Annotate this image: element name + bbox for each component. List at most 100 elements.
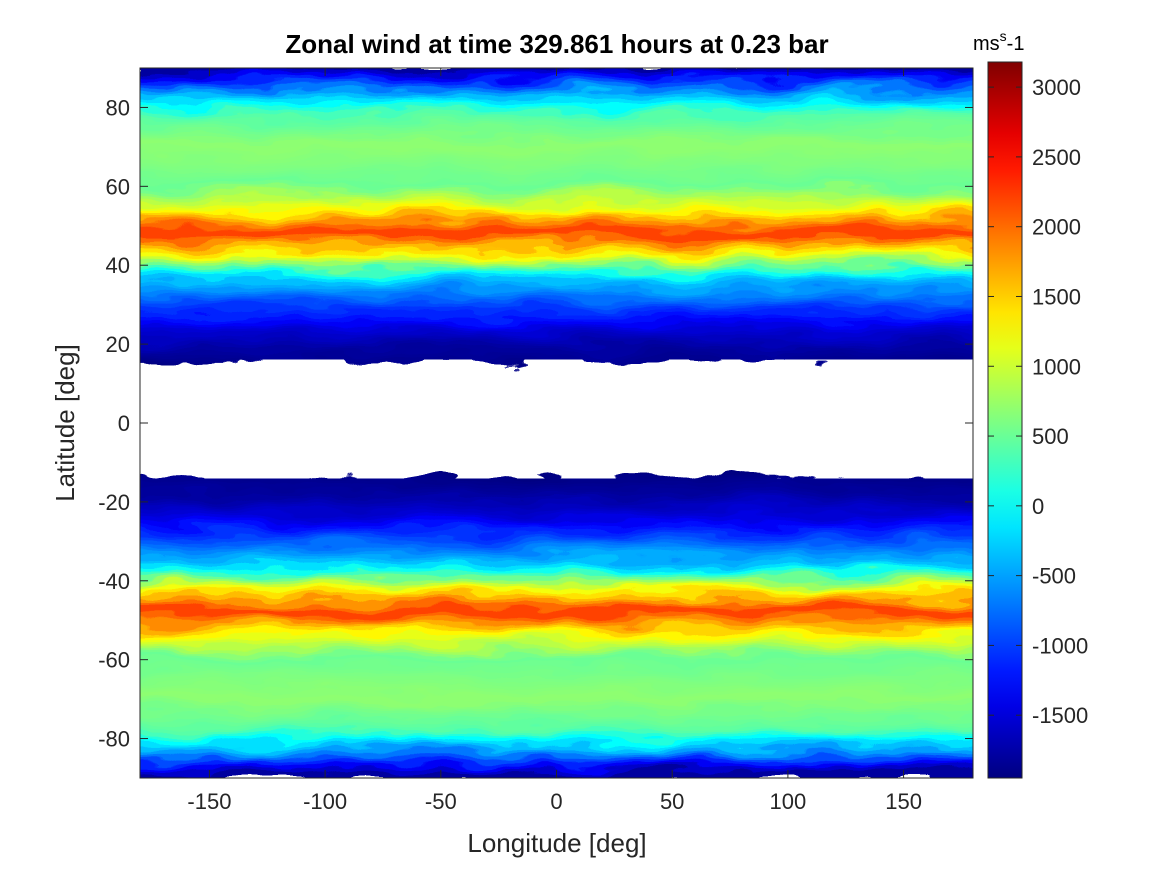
field-band	[140, 477, 973, 484]
field-band	[140, 753, 973, 760]
field-band	[140, 106, 973, 113]
y-tick-label: -40	[98, 569, 130, 594]
field-band	[140, 560, 973, 566]
field-band	[140, 295, 973, 302]
field-band	[140, 745, 973, 752]
field-band	[140, 165, 973, 172]
field-band	[140, 682, 973, 689]
field-band	[140, 485, 973, 492]
field-band	[140, 110, 973, 117]
field-band	[140, 512, 973, 519]
colorbar-tick-label: -1500	[1032, 703, 1088, 728]
field-band	[140, 126, 973, 133]
field-band	[140, 642, 973, 649]
field-band	[140, 82, 973, 89]
field-band	[140, 524, 973, 531]
field-band	[140, 169, 973, 176]
x-tick-label: -100	[303, 789, 347, 814]
field-band	[140, 721, 973, 728]
field-band	[140, 248, 973, 255]
y-tick-label: -60	[98, 648, 130, 673]
field-band	[140, 228, 973, 235]
field-band	[140, 493, 973, 499]
field-band	[140, 94, 973, 101]
field-band	[140, 544, 973, 551]
colorbar-gradient	[988, 62, 1022, 778]
field-band	[140, 654, 973, 661]
field-band	[140, 564, 973, 570]
y-tick-label: 40	[106, 253, 130, 278]
field-band	[140, 339, 973, 346]
field-band	[140, 315, 973, 322]
field-band	[140, 145, 973, 152]
field-band	[140, 508, 973, 515]
field-band	[140, 603, 973, 610]
field-band	[140, 729, 973, 736]
field-band	[140, 638, 973, 645]
colorbar-tick-label: 1500	[1032, 284, 1081, 309]
field-band	[140, 130, 973, 137]
colorbar-ticks: -1500 -1000 -500 0 500 1000 1500 2000 2500 3000	[988, 75, 1088, 728]
field-band	[140, 291, 973, 298]
field-band	[140, 552, 973, 559]
field-band	[140, 327, 973, 334]
field-band	[140, 741, 973, 748]
colorbar-tick-label: 2500	[1032, 145, 1081, 170]
field-band	[140, 702, 973, 708]
field-band	[140, 607, 973, 614]
field-band	[140, 141, 973, 148]
field-band	[140, 280, 973, 286]
field-band	[140, 635, 973, 641]
field-band	[140, 516, 973, 523]
field-band	[140, 256, 973, 263]
field-band	[140, 670, 973, 677]
heatmap-field	[140, 68, 973, 778]
field-band	[140, 694, 973, 701]
field-band	[140, 240, 973, 247]
field-band	[140, 347, 973, 353]
field-band	[140, 212, 973, 219]
field-band	[140, 299, 973, 306]
x-axis-label: Longitude [deg]	[467, 828, 646, 858]
field-band	[140, 536, 973, 543]
y-tick-label: 60	[106, 174, 130, 199]
colorbar: -1500 -1000 -500 0 500 1000 1500 2000 2500 3000 m…	[973, 28, 1088, 779]
field-band	[140, 678, 973, 685]
field-band	[140, 244, 973, 251]
field-band	[140, 540, 973, 547]
field-band	[140, 595, 973, 602]
field-band	[140, 583, 973, 590]
field-band	[140, 323, 973, 330]
y-axis: -80 -60 -40 -20 0 20 40 60 80	[98, 95, 973, 752]
x-tick-label: 150	[885, 789, 922, 814]
x-tick-label: -150	[187, 789, 231, 814]
chart-title: Zonal wind at time 329.861 hours at 0.23…	[285, 29, 828, 59]
field-band	[140, 90, 973, 97]
field-band	[140, 579, 973, 586]
colorbar-label: mss-1	[973, 28, 1024, 55]
field-band	[140, 611, 973, 618]
field-band	[140, 220, 973, 227]
field-band	[140, 627, 973, 634]
field-band	[140, 260, 973, 267]
field-band	[140, 114, 973, 121]
field-band	[140, 276, 973, 282]
field-band	[140, 205, 973, 211]
field-band	[140, 283, 973, 290]
field-band	[140, 236, 973, 243]
colorbar-tick-label: 500	[1032, 424, 1069, 449]
field-band	[140, 504, 973, 511]
field-band	[140, 189, 973, 196]
field-band	[140, 587, 973, 594]
field-band	[140, 335, 973, 342]
field-band	[140, 74, 973, 81]
plot-area	[139, 67, 974, 779]
y-axis-label: Latitude [deg]	[50, 344, 80, 502]
field-band	[140, 575, 973, 582]
field-band	[140, 725, 973, 732]
field-band	[140, 733, 973, 740]
field-band	[140, 556, 973, 563]
field-band	[140, 761, 973, 768]
x-axis: -150 -100 -50 0 50 100 150	[187, 68, 922, 814]
